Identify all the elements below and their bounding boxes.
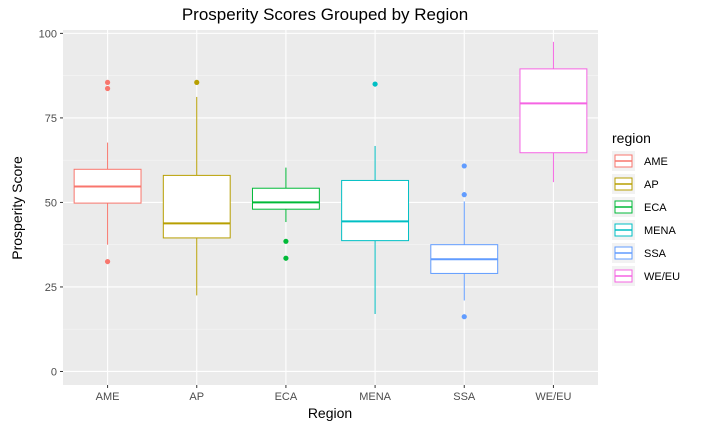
- x-tick-label: WE/EU: [535, 391, 571, 403]
- legend-item: AME: [612, 151, 668, 171]
- outlier-point: [104, 85, 111, 92]
- grid-minor: [63, 75, 598, 330]
- box-iqr: [519, 68, 588, 154]
- box-iqr: [341, 179, 410, 242]
- box-ame: [73, 79, 142, 265]
- outlier-point: [461, 163, 467, 169]
- outlier-point: [283, 238, 289, 244]
- legend: region AME AP ECA MENA SSA WE/EU: [612, 130, 680, 286]
- legend-label: AME: [644, 156, 668, 168]
- outlier-point: [104, 79, 111, 86]
- x-tick-label: SSA: [453, 391, 476, 403]
- box-we-eu: [519, 41, 588, 183]
- outlier-point: [104, 258, 111, 265]
- box-mena: [341, 81, 410, 314]
- box-iqr: [251, 187, 320, 210]
- legend-label: WE/EU: [644, 271, 680, 283]
- x-tick-label: AME: [96, 391, 120, 403]
- y-axis-title: Prosperity Score: [9, 156, 25, 260]
- legend-label: ECA: [644, 202, 667, 214]
- outlier-point: [194, 79, 200, 86]
- outlier-point: [283, 255, 289, 261]
- y-tick-label: 25: [45, 282, 57, 294]
- x-axis-title: Region: [308, 405, 352, 421]
- legend-label: AP: [644, 179, 659, 191]
- legend-item: ECA: [612, 197, 667, 217]
- x-tick-label: ECA: [275, 391, 298, 403]
- x-tick-label: AP: [189, 391, 204, 403]
- legend-item: SSA: [612, 243, 667, 263]
- legend-item: WE/EU: [612, 266, 680, 286]
- y-tick-label: 50: [45, 197, 57, 209]
- plot-panel: [63, 30, 598, 385]
- y-tick-label: 0: [51, 366, 57, 378]
- outlier-point: [372, 81, 378, 87]
- box-eca: [251, 167, 320, 261]
- outlier-point: [461, 192, 467, 198]
- legend-label: SSA: [644, 248, 667, 260]
- outlier-point: [461, 314, 467, 320]
- legend-title: region: [612, 130, 651, 146]
- box-ssa: [430, 163, 499, 320]
- legend-label: MENA: [644, 225, 676, 237]
- x-axis-ticks: AME AP ECA MENA SSA WE/EU: [96, 385, 571, 403]
- y-axis-ticks: 0 25 50 75 100: [39, 28, 63, 378]
- y-tick-label: 100: [39, 28, 57, 40]
- y-tick-label: 75: [45, 113, 57, 125]
- chart-title: Prosperity Scores Grouped by Region: [182, 5, 468, 24]
- legend-item: AP: [612, 174, 659, 194]
- box-ap: [162, 79, 231, 296]
- x-tick-label: MENA: [359, 391, 391, 403]
- legend-item: MENA: [612, 220, 676, 240]
- box-iqr: [162, 174, 231, 239]
- boxes: [73, 41, 588, 320]
